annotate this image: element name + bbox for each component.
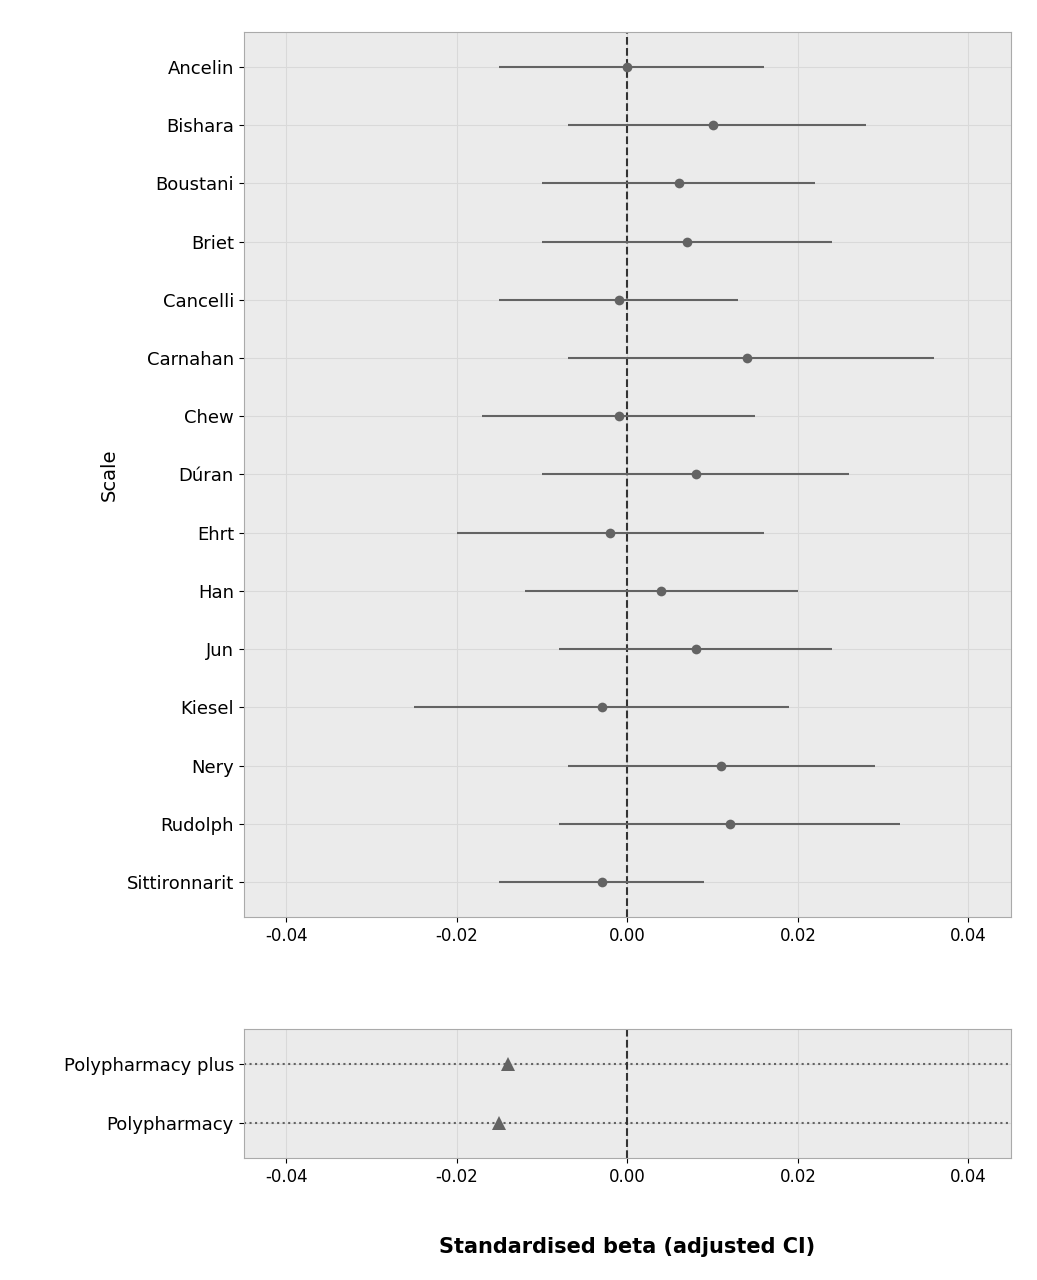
Y-axis label: Scale: Scale <box>100 448 118 500</box>
Text: Standardised beta (adjusted CI): Standardised beta (adjusted CI) <box>440 1236 815 1257</box>
